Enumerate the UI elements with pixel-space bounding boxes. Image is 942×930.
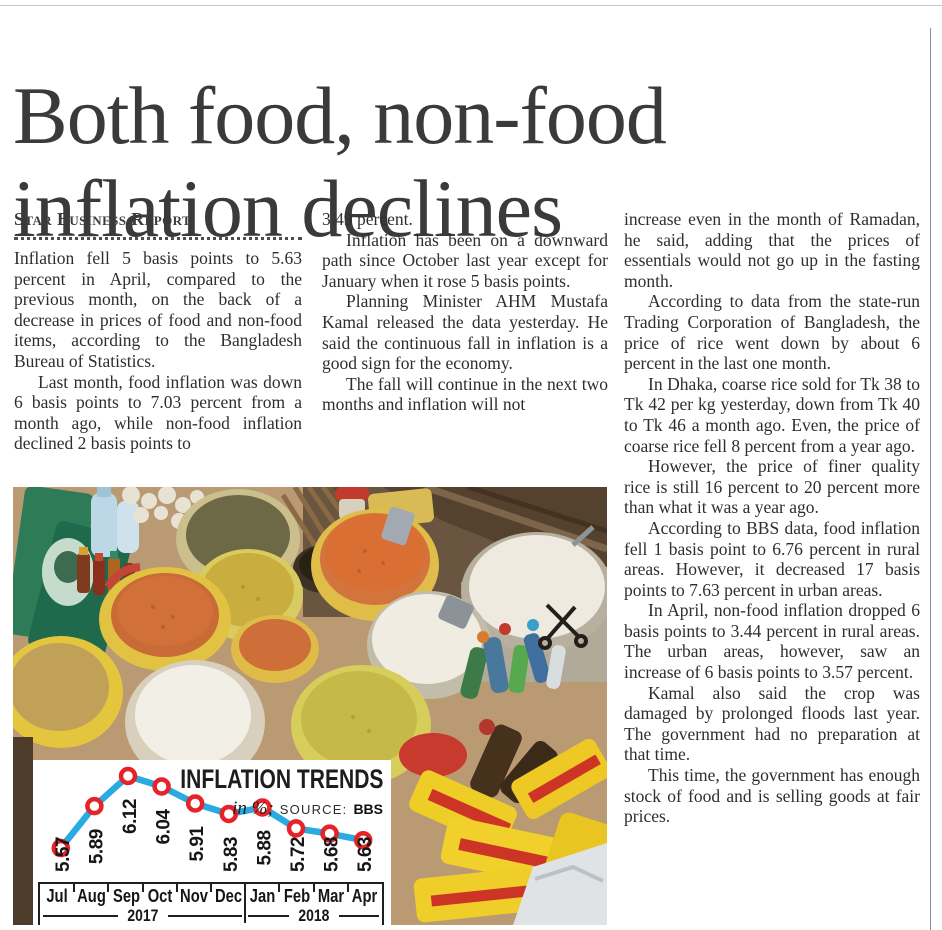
paragraph: 3.49 percent.: [322, 209, 413, 229]
value-label: 6.04: [154, 809, 175, 845]
axis-tick: [107, 882, 110, 892]
article-column-3: increase even in the month of Ramadan, h…: [624, 209, 920, 827]
paragraph: increase even in the month of Ramadan, h…: [624, 209, 920, 291]
line-chart-plot: 5.57 5.89 6.12 6.04 5.91 5.83 5.88 5.72 5.68 5.63: [51, 766, 376, 872]
chart-title: INFLATION TRENDS: [179, 764, 383, 794]
month-labels-row: Jul Aug Sep Oct Nov Dec Jan Feb Mar Apr: [40, 884, 382, 908]
year-group: 2017: [40, 906, 245, 925]
paragraph: According to data from the state-run Tra…: [624, 291, 920, 374]
axis-tick: [210, 882, 212, 892]
paragraph: According to BBS data, food inflation fe…: [624, 517, 920, 600]
article-column-2: 3.49 percent. Inflation has been on a dow…: [322, 209, 608, 415]
axis-tick: [141, 882, 144, 892]
value-label: 6.12: [120, 799, 141, 834]
data-point-marker: [320, 824, 339, 843]
paragraph: In April, non-food inflation dropped 6 b…: [624, 600, 920, 683]
month-tick-label: Jul: [46, 885, 68, 906]
trend-line: [57, 772, 367, 852]
month-tick-label: Feb: [283, 885, 310, 906]
column-separator-rule: [930, 28, 931, 930]
data-point-marker: [118, 766, 138, 786]
month-tick-label: Aug: [77, 885, 106, 906]
paragraph: Last month, food inflation was down 6 ba…: [14, 371, 302, 454]
axis-tick: [346, 882, 349, 892]
data-point-marker: [185, 794, 205, 813]
axis-tick: [278, 882, 281, 892]
market-photo: [13, 487, 607, 925]
inflation-trends-chart: 5.57 5.89 6.12 6.04 5.91 5.83 5.88 5.72 5.68 5.63…: [33, 760, 391, 925]
column-3-text: increase even in the month of Ramadan, h…: [624, 209, 920, 827]
year-divider: [244, 882, 247, 923]
value-label: 5.83: [221, 837, 242, 872]
value-label: 5.91: [187, 826, 208, 862]
paragraph: The fall will continue in the next two m…: [322, 373, 608, 415]
data-point-marker: [152, 777, 171, 796]
axis-tick: [312, 882, 315, 892]
month-tick-label: Sep: [112, 885, 140, 906]
paragraph: Planning Minister AHM Mustafa Kamal rele…: [322, 291, 608, 374]
market-photo-illustration: [13, 487, 607, 925]
paragraph: In Dhaka, coarse rice sold for Tk 38 to …: [624, 373, 920, 456]
data-point-marker: [51, 838, 71, 858]
month-tick-label: Apr: [352, 885, 378, 906]
month-tick-label: Oct: [147, 885, 173, 906]
column-2-text: 3.49 percent. Inflation has been on a dow…: [322, 209, 608, 415]
paragraph: Kamal also said the crop was damaged by …: [624, 682, 920, 765]
chart-source-value: BBS: [353, 801, 383, 817]
paragraph: Inflation fell 5 basis points to 5.63 pe…: [14, 248, 302, 371]
data-point-marker: [353, 830, 373, 850]
value-label: 5.57: [53, 837, 74, 872]
data-point-marker: [219, 804, 239, 824]
data-point-marker: [253, 798, 272, 817]
paragraph: Inflation has been on a downward path si…: [322, 229, 608, 291]
value-label: 5.88: [254, 830, 275, 865]
page-title: Both food, non-food inflation declines: [13, 69, 863, 255]
year-labels-row: 2017 2018: [40, 906, 382, 925]
value-label: 5.89: [86, 829, 107, 864]
value-label: 5.63: [355, 837, 376, 872]
article-column-1: Star Business Report Inflation fell 5 ba…: [14, 209, 302, 454]
year-group: 2018: [245, 906, 382, 925]
dotted-divider: [14, 237, 302, 240]
month-tick-label: Mar: [317, 885, 344, 906]
axis-tick: [73, 882, 76, 892]
byline: Star Business Report: [14, 209, 192, 229]
month-tick-label: Dec: [214, 885, 243, 906]
chart-x-axis: Jul Aug Sep Oct Nov Dec Jan Feb Mar Apr 2017 2018: [38, 882, 384, 925]
data-point-marker: [85, 796, 104, 816]
month-tick-label: Nov: [180, 885, 209, 906]
axis-tick: [175, 882, 178, 892]
data-point-marker: [286, 819, 306, 838]
month-tick-label: Jan: [249, 885, 276, 906]
column-1-text: Inflation fell 5 basis points to 5.63 pe…: [14, 248, 302, 454]
chart-source-label: SOURCE:: [279, 802, 348, 817]
top-rule: [0, 5, 942, 6]
paragraph: However, the price of finer quality rice…: [624, 456, 920, 518]
chart-unit-note: in %;: [232, 798, 274, 819]
paragraph: This time, the government has enough sto…: [624, 765, 920, 827]
chart-subtitle: in %; SOURCE: BBS: [232, 798, 383, 820]
value-label: 5.72: [288, 837, 309, 872]
value-label: 5.68: [322, 837, 343, 872]
headline-line-1: Both food, non-food: [13, 69, 667, 161]
